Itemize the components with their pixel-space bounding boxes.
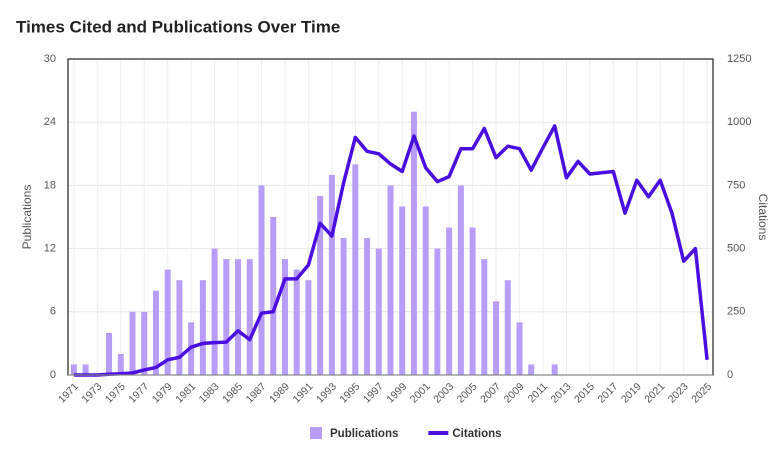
bar [293,269,300,375]
bar [352,164,359,375]
legend-label: Publications [330,428,398,440]
x-tick-label: 2001 [408,380,433,405]
bar [235,259,242,375]
x-tick-label: 2009 [502,380,527,405]
bar [446,227,453,375]
x-tick-label: 2007 [478,380,503,405]
y2-tick-label: 500 [727,243,745,255]
x-tick-label: 2015 [572,380,597,405]
bar [82,364,89,375]
bar [399,206,406,375]
x-tick-label: 2003 [431,380,456,405]
bar [364,238,371,375]
bar [223,259,230,375]
bar [387,185,394,375]
y-tick-label: 24 [44,116,56,128]
x-tick-label: 1973 [79,380,104,405]
y-tick-label: 6 [50,306,56,318]
bar [164,269,171,375]
x-tick-label: 2021 [642,380,667,405]
bar [129,311,136,375]
bar [317,195,324,375]
bar [141,311,148,375]
bar [551,364,558,375]
chart-title: Times Cited and Publications Over Time [16,17,340,36]
bar [199,280,206,375]
y-tick-label: 0 [50,369,56,381]
x-tick-label: 1971 [56,380,81,405]
y-axis-label: Publications [20,185,34,250]
x-tick-label: 2023 [666,380,691,405]
legend-label: Citations [452,428,501,440]
x-tick-label: 1997 [361,380,386,405]
y2-tick-label: 1250 [727,53,751,65]
bar [152,290,159,375]
x-tick-label: 1999 [384,380,409,405]
y2-tick-label: 250 [727,306,745,318]
x-tick-label: 1979 [150,380,175,405]
y-tick-label: 18 [44,179,56,191]
bar [375,248,382,375]
bar [328,174,335,375]
x-tick-label: 2011 [526,380,551,405]
bar [305,280,312,375]
y-tick-label: 12 [44,243,56,255]
x-tick-label: 1977 [126,380,151,405]
bar [246,259,253,375]
bar [504,280,511,375]
x-tick-label: 1987 [244,380,269,405]
bar [469,227,476,375]
bar [106,332,113,375]
x-tick-label: 1975 [103,380,128,405]
y2-tick-label: 750 [727,179,745,191]
y2-axis-label: Citations [756,194,770,241]
legend-swatch [310,427,322,439]
x-tick-label: 2025 [689,380,714,405]
bar [516,322,523,375]
y-tick-label: 30 [44,53,56,65]
x-tick-label: 1989 [267,380,292,405]
bar [258,185,265,375]
bar [457,185,464,375]
bar [493,301,500,375]
x-tick-label: 2019 [619,380,644,405]
bar [270,217,277,375]
bar [422,206,429,375]
bar [434,248,441,375]
y2-tick-label: 0 [727,369,733,381]
bar [528,364,535,375]
x-tick-label: 1985 [220,380,245,405]
bar [340,238,347,375]
x-tick-label: 1991 [290,380,315,405]
bar [176,280,183,375]
bar [410,111,417,376]
x-tick-label: 2005 [455,380,480,405]
y2-tick-label: 1000 [727,116,751,128]
bar [281,259,288,375]
x-tick-label: 1981 [173,380,198,405]
x-tick-label: 1993 [314,380,339,405]
line [73,124,709,377]
x-tick-label: 2017 [595,380,620,405]
x-tick-label: 1983 [197,380,222,405]
x-tick-label: 2013 [548,380,573,405]
bar [481,259,488,375]
bar [117,353,124,375]
x-tick-label: 1995 [337,380,362,405]
bar [70,364,77,375]
bar [211,248,218,375]
